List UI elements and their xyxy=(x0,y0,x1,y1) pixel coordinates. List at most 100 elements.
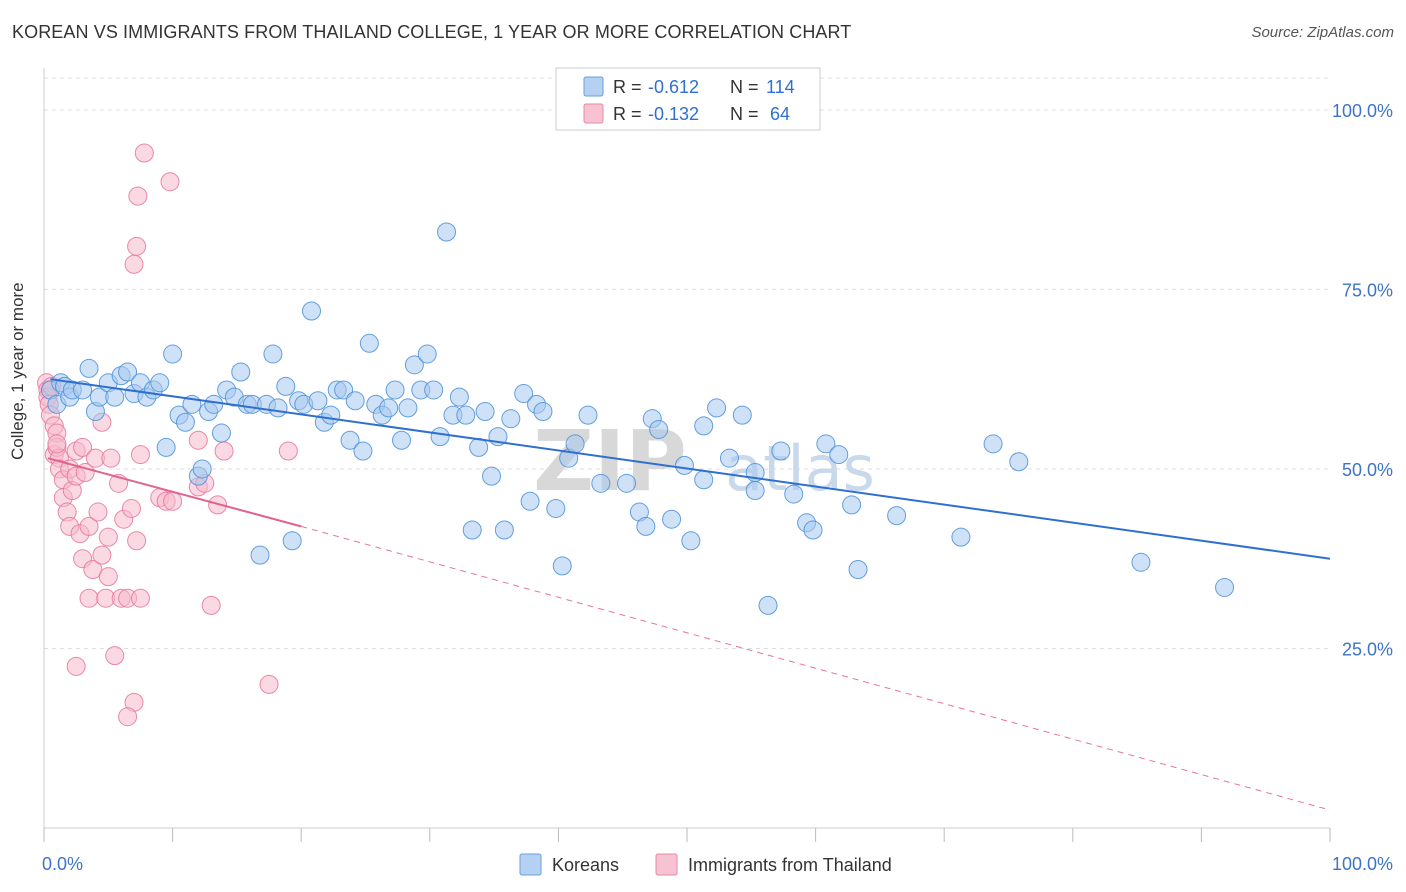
koreans-point-73 xyxy=(501,409,521,429)
thailand-point-42 xyxy=(130,588,150,608)
koreans-point-81 xyxy=(565,434,585,454)
koreans-point-84 xyxy=(617,473,637,493)
thailand-point-25 xyxy=(83,559,103,579)
trend-lines xyxy=(47,378,1331,811)
koreans-point-112 xyxy=(1131,552,1151,572)
koreans-point-7 xyxy=(79,358,99,378)
koreans-point-93 xyxy=(694,470,714,490)
koreans-point-94 xyxy=(707,398,727,418)
koreans-point-99 xyxy=(758,595,778,615)
series-legend: Koreans Immigrants from Thailand xyxy=(519,853,892,876)
thailand-point-33 xyxy=(101,448,121,468)
koreans-point-100 xyxy=(771,441,791,461)
trend-line-thailand-extension xyxy=(301,525,1331,811)
koreans-point-105 xyxy=(829,445,849,465)
koreans-point-98 xyxy=(745,480,765,500)
koreans-point-103 xyxy=(803,520,823,540)
koreans-point-37 xyxy=(268,398,288,418)
koreans-point-13 xyxy=(118,362,138,382)
source-label: Source: ZipAtlas.com xyxy=(1251,24,1394,41)
koreans-point-113 xyxy=(1215,577,1235,597)
koreans-point-82 xyxy=(578,405,598,425)
koreans-point-61 xyxy=(424,380,444,400)
koreans-point-67 xyxy=(462,520,482,540)
koreans-point-49 xyxy=(345,391,365,411)
stats-r-value-thailand: -0.132 xyxy=(648,104,699,124)
thailand-point-50 xyxy=(160,172,180,192)
thailand-point-57 xyxy=(214,441,234,461)
koreans-point-108 xyxy=(887,506,907,526)
trend-line-thailand xyxy=(47,457,302,528)
thailand-point-39 xyxy=(121,498,141,518)
axes xyxy=(43,68,1331,842)
koreans-point-58 xyxy=(404,355,424,375)
stats-n-label-thailand: N = xyxy=(730,104,759,124)
koreans-point-66 xyxy=(456,405,476,425)
stats-r-label-thailand: R = xyxy=(613,104,642,124)
koreans-point-109 xyxy=(951,527,971,547)
koreans-point-45 xyxy=(321,405,341,425)
koreans-point-77 xyxy=(533,402,553,422)
legend-swatch-koreans xyxy=(519,853,542,876)
x-tick-labels: 0.0% 100.0% xyxy=(42,854,1393,874)
x-tick-label-1: 100.0% xyxy=(1332,854,1393,874)
stats-r-value-koreans: -0.612 xyxy=(648,77,699,97)
koreans-point-91 xyxy=(681,531,701,551)
koreans-point-79 xyxy=(552,556,572,576)
y-tick-labels: 25.0% 50.0% 75.0% 100.0% xyxy=(1332,101,1393,660)
koreans-point-101 xyxy=(784,484,804,504)
thailand-point-51 xyxy=(163,491,183,511)
koreans-point-96 xyxy=(732,405,752,425)
y-tick-label-3: 100.0% xyxy=(1332,101,1393,121)
y-tick-label-0: 25.0% xyxy=(1342,639,1393,659)
koreans-point-55 xyxy=(385,380,405,400)
thailand-point-27 xyxy=(88,502,108,522)
koreans-point-70 xyxy=(482,466,502,486)
koreans-point-36 xyxy=(263,344,283,364)
thailand-point-23 xyxy=(79,516,99,536)
koreans-point-63 xyxy=(437,222,457,242)
koreans-point-39 xyxy=(282,531,302,551)
thailand-point-44 xyxy=(124,254,144,274)
thailand-point-58 xyxy=(259,674,279,694)
koreans-point-48 xyxy=(340,430,360,450)
chart-title: KOREAN VS IMMIGRANTS FROM THAILAND COLLE… xyxy=(12,22,852,42)
koreans-point-65 xyxy=(449,387,469,407)
koreans-point-43 xyxy=(308,391,328,411)
thailand-point-60 xyxy=(118,707,138,727)
koreans-point-83 xyxy=(591,473,611,493)
koreans-point-38 xyxy=(276,376,296,396)
koreans-point-6 xyxy=(73,380,93,400)
series-koreans-points xyxy=(40,222,1235,615)
thailand-point-59 xyxy=(278,441,298,461)
legend-label-thailand: Immigrants from Thailand xyxy=(688,855,892,875)
thailand-point-32 xyxy=(98,527,118,547)
stats-swatch-koreans xyxy=(583,76,604,97)
koreans-point-34 xyxy=(250,545,270,565)
koreans-point-90 xyxy=(674,455,694,475)
thailand-point-47 xyxy=(134,143,154,163)
koreans-point-20 xyxy=(163,344,183,364)
koreans-point-18 xyxy=(150,373,170,393)
koreans-point-111 xyxy=(1009,452,1029,472)
thailand-point-46 xyxy=(127,236,147,256)
koreans-point-50 xyxy=(353,441,373,461)
thailand-point-61 xyxy=(66,656,86,676)
koreans-point-19 xyxy=(156,437,176,457)
koreans-point-57 xyxy=(398,398,418,418)
koreans-point-28 xyxy=(211,423,231,443)
thailand-point-21 xyxy=(73,437,93,457)
trend-line-koreans xyxy=(50,378,1331,560)
koreans-point-72 xyxy=(494,520,514,540)
thailand-point-24 xyxy=(79,588,99,608)
thailand-point-34 xyxy=(105,646,125,666)
thailand-point-31 xyxy=(98,567,118,587)
series-thailand-points xyxy=(37,143,298,727)
koreans-point-92 xyxy=(694,416,714,436)
koreans-point-31 xyxy=(231,362,251,382)
koreans-point-60 xyxy=(417,344,437,364)
thailand-point-45 xyxy=(128,186,148,206)
koreans-point-88 xyxy=(649,419,669,439)
koreans-point-27 xyxy=(204,394,224,414)
